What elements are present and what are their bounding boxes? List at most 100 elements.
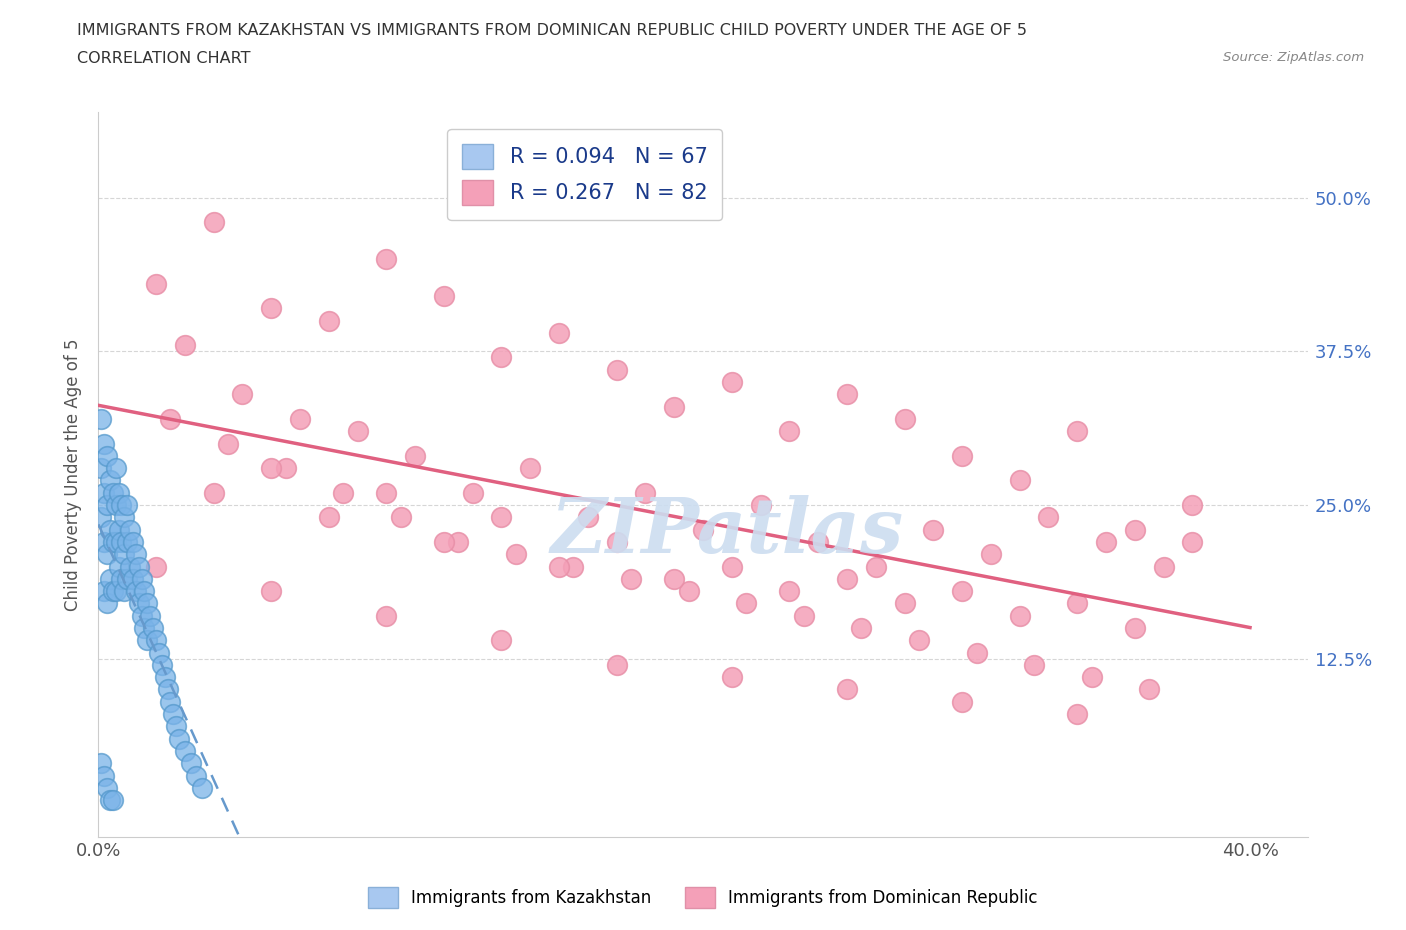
Text: Source: ZipAtlas.com: Source: ZipAtlas.com xyxy=(1223,51,1364,64)
Point xyxy=(606,535,628,550)
Text: IMMIGRANTS FROM KAZAKHSTAN VS IMMIGRANTS FROM DOMINICAN REPUBLIC CHILD POVERTY U: IMMIGRANTS FROM KAZAKHSTAN VS IMMIGRANTS… xyxy=(77,23,1028,38)
Point xyxy=(1181,535,1204,550)
Point xyxy=(93,584,115,599)
Point xyxy=(749,498,772,512)
Point xyxy=(104,584,127,599)
Point xyxy=(104,535,127,550)
Point xyxy=(128,559,150,574)
Point xyxy=(120,522,142,537)
Point xyxy=(260,584,283,599)
Point xyxy=(634,485,657,500)
Point xyxy=(893,412,915,427)
Point xyxy=(678,584,700,599)
Point xyxy=(93,485,115,500)
Point xyxy=(865,559,887,574)
Point xyxy=(112,584,135,599)
Point xyxy=(142,620,165,635)
Point xyxy=(120,559,142,574)
Point xyxy=(318,510,340,525)
Point xyxy=(835,682,858,697)
Point xyxy=(260,301,283,316)
Point xyxy=(165,719,187,734)
Legend: R = 0.094   N = 67, R = 0.267   N = 82: R = 0.094 N = 67, R = 0.267 N = 82 xyxy=(447,129,723,219)
Point xyxy=(1008,608,1031,623)
Point xyxy=(620,571,643,586)
Point xyxy=(980,547,1002,562)
Point xyxy=(217,436,239,451)
Point xyxy=(115,571,138,586)
Point xyxy=(93,436,115,451)
Point xyxy=(96,596,118,611)
Point xyxy=(778,424,800,439)
Point xyxy=(153,670,176,684)
Point xyxy=(136,596,159,611)
Point xyxy=(134,584,156,599)
Point xyxy=(274,460,297,475)
Point xyxy=(548,326,571,340)
Point xyxy=(186,768,208,783)
Point xyxy=(122,571,145,586)
Point xyxy=(110,498,132,512)
Point xyxy=(110,571,132,586)
Point xyxy=(107,522,129,537)
Point xyxy=(173,743,195,758)
Point xyxy=(98,473,121,488)
Point xyxy=(950,695,973,710)
Point xyxy=(128,596,150,611)
Point xyxy=(908,632,931,647)
Point xyxy=(101,584,124,599)
Point xyxy=(90,756,112,771)
Point xyxy=(173,338,195,352)
Point xyxy=(664,399,686,414)
Point xyxy=(1066,707,1088,722)
Point xyxy=(231,387,253,402)
Point xyxy=(491,350,513,365)
Point xyxy=(720,670,742,684)
Point xyxy=(835,571,858,586)
Point xyxy=(491,510,513,525)
Point xyxy=(202,215,225,230)
Point xyxy=(950,584,973,599)
Point xyxy=(101,535,124,550)
Point xyxy=(491,632,513,647)
Point xyxy=(505,547,527,562)
Point xyxy=(104,498,127,512)
Point xyxy=(107,559,129,574)
Point xyxy=(1008,473,1031,488)
Point xyxy=(375,485,398,500)
Point xyxy=(778,584,800,599)
Point xyxy=(1038,510,1060,525)
Point xyxy=(134,620,156,635)
Point xyxy=(125,547,148,562)
Point xyxy=(139,608,162,623)
Point xyxy=(1181,498,1204,512)
Point xyxy=(98,792,121,807)
Point xyxy=(1022,658,1045,672)
Point xyxy=(447,535,470,550)
Point xyxy=(664,571,686,586)
Point xyxy=(96,498,118,512)
Point xyxy=(90,412,112,427)
Point xyxy=(104,460,127,475)
Point xyxy=(606,363,628,378)
Point xyxy=(150,658,173,672)
Point xyxy=(461,485,484,500)
Point xyxy=(159,695,181,710)
Point xyxy=(162,707,184,722)
Point xyxy=(156,682,179,697)
Point xyxy=(562,559,585,574)
Point xyxy=(735,596,758,611)
Point xyxy=(1066,424,1088,439)
Point xyxy=(606,658,628,672)
Point xyxy=(576,510,599,525)
Point xyxy=(835,387,858,402)
Point xyxy=(318,313,340,328)
Point xyxy=(101,485,124,500)
Point xyxy=(180,756,202,771)
Point xyxy=(122,535,145,550)
Point xyxy=(433,288,456,303)
Point xyxy=(115,498,138,512)
Point xyxy=(145,276,167,291)
Point xyxy=(110,535,132,550)
Point xyxy=(260,460,283,475)
